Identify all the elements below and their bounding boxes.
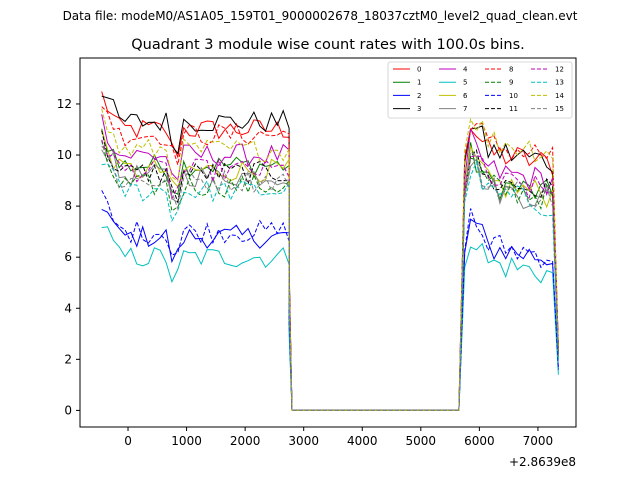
- x-offset-label: +2.8639e8: [509, 455, 576, 469]
- x-tick-label: 0: [124, 434, 132, 448]
- series-line-14: [101, 108, 559, 411]
- series-line-1: [101, 128, 559, 411]
- legend-label-0: 0: [417, 66, 421, 74]
- y-tick-label: 0: [64, 403, 72, 417]
- legend-label-1: 1: [417, 79, 421, 87]
- x-tick-label: 1000: [171, 434, 202, 448]
- y-axis: 0 2 4 6 8 10 12: [57, 97, 80, 417]
- series-line-9: [101, 140, 559, 411]
- y-tick-label: 4: [64, 301, 72, 315]
- x-axis: 0 1000 2000 3000 4000 5000 6000 7000: [124, 427, 553, 448]
- series-line-10: [101, 190, 559, 411]
- plot-frame: [79, 57, 577, 428]
- legend-label-4: 4: [463, 66, 468, 74]
- x-tick-label: 4000: [347, 434, 378, 448]
- series-line-13: [101, 160, 559, 411]
- legend-frame: [387, 61, 573, 119]
- y-tick-label: 12: [57, 97, 72, 111]
- series-layer: [101, 91, 559, 411]
- legend-label-5: 5: [463, 79, 467, 87]
- series-line-0: [101, 91, 559, 411]
- x-tick-label: 3000: [288, 434, 319, 448]
- legend-label-10: 10: [509, 92, 518, 100]
- series-line-7: [101, 149, 559, 411]
- series-line-12: [101, 139, 559, 411]
- series-line-8: [101, 106, 559, 411]
- legend-label-12: 12: [555, 66, 564, 74]
- legend-label-6: 6: [463, 92, 468, 100]
- series-line-2: [101, 208, 559, 411]
- series-line-11: [101, 130, 559, 411]
- series-line-15: [101, 145, 559, 411]
- legend-label-15: 15: [555, 105, 564, 113]
- x-tick-label: 7000: [523, 434, 554, 448]
- x-tick-label: 5000: [406, 434, 437, 448]
- series-line-5: [101, 226, 559, 411]
- y-tick-label: 2: [64, 352, 72, 366]
- series-line-3: [101, 95, 559, 411]
- legend-label-9: 9: [509, 79, 513, 87]
- y-tick-label: 10: [57, 148, 72, 162]
- suptitle: Data file: modeM0/AS1A05_159T01_90000026…: [63, 9, 578, 23]
- legend-label-8: 8: [509, 66, 513, 74]
- y-tick-label: 6: [64, 250, 72, 264]
- legend-label-2: 2: [417, 92, 421, 100]
- legend-label-7: 7: [463, 105, 467, 113]
- legend-label-3: 3: [417, 105, 421, 113]
- y-tick-label: 8: [64, 199, 72, 213]
- x-tick-label: 6000: [464, 434, 495, 448]
- legend-label-13: 13: [555, 79, 564, 87]
- legend-label-14: 14: [555, 92, 564, 100]
- x-tick-label: 2000: [230, 434, 261, 448]
- series-line-6: [101, 129, 559, 411]
- chart-title: Quadrant 3 module wise count rates with …: [131, 37, 525, 53]
- series-line-4: [101, 114, 559, 411]
- legend-label-11: 11: [509, 105, 518, 113]
